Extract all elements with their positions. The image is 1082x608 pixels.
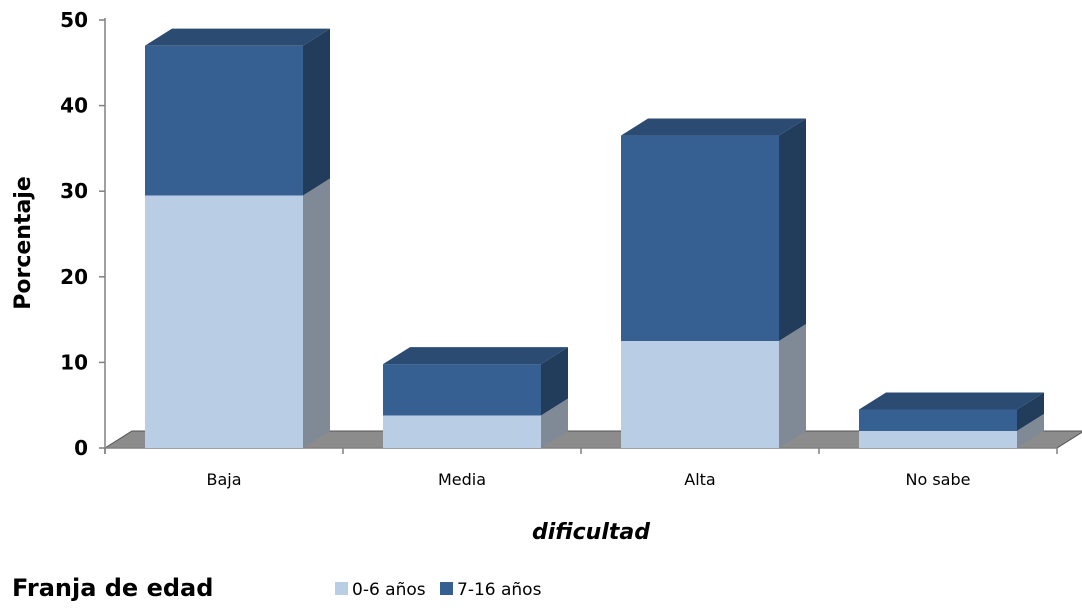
y-axis-title: Porcentaje bbox=[11, 176, 36, 310]
bar-no-sabe-series-1-top bbox=[859, 392, 1044, 410]
bar-alta-series-1-side bbox=[779, 118, 806, 341]
bar-baja-series-1-side bbox=[303, 28, 330, 196]
y-tick-label-50: 50 bbox=[60, 8, 88, 32]
bar-no-sabe-series-0-front bbox=[859, 430, 1017, 448]
bar-alta-series-0-side bbox=[779, 324, 806, 448]
bar-baja-series-1 bbox=[145, 28, 330, 196]
y-tick-label-40: 40 bbox=[60, 94, 88, 118]
bar-baja-series-1-top bbox=[145, 28, 330, 46]
x-axis-title: dificultad bbox=[532, 520, 650, 545]
bar-baja-series-0-front bbox=[145, 195, 303, 448]
bar-media-series-1-side bbox=[541, 347, 568, 416]
bar-media-series-1-top bbox=[383, 347, 568, 365]
x-tick-label-alta: Alta bbox=[684, 470, 715, 489]
bars bbox=[145, 28, 1044, 449]
bar-media-series-0-side bbox=[541, 398, 568, 448]
bar-alta-series-1 bbox=[621, 118, 806, 341]
bar-alta-series-1-top bbox=[621, 118, 806, 136]
legend-title: Franja de edad bbox=[12, 574, 213, 602]
x-tick-label-no-sabe: No sabe bbox=[906, 470, 971, 489]
bar-no-sabe-series-0 bbox=[859, 413, 1044, 448]
bar-baja-series-0 bbox=[145, 178, 330, 449]
bar-media-series-0-front bbox=[383, 415, 541, 448]
y-tick-label-10: 10 bbox=[60, 350, 88, 374]
x-tick-label-media: Media bbox=[438, 470, 486, 489]
bar-baja-series-0-side bbox=[303, 178, 330, 449]
bar-no-sabe-series-1-front bbox=[859, 409, 1017, 431]
axis-labels: 0 10 20 30 40 50 Baja Media Alta No sabe bbox=[60, 8, 970, 489]
bar-media-series-0 bbox=[383, 398, 568, 448]
bar-alta-series-0-front bbox=[621, 341, 779, 448]
y-tick-label-30: 30 bbox=[60, 179, 88, 203]
legend-label-0-6: 0-6 años bbox=[352, 580, 426, 600]
bar-alta-series-0 bbox=[621, 324, 806, 448]
bar-media-series-1 bbox=[383, 347, 568, 416]
bar-no-sabe-series-0-side bbox=[1017, 413, 1044, 448]
bar-no-sabe-series-1 bbox=[859, 392, 1044, 431]
legend-swatch-0-6 bbox=[335, 582, 348, 595]
legend-label-7-16: 7-16 años bbox=[457, 580, 542, 600]
bar-alta-series-1-front bbox=[621, 135, 779, 341]
y-tick-label-0: 0 bbox=[74, 436, 88, 460]
legend-swatch-7-16 bbox=[440, 582, 453, 595]
legend: Franja de edad 0-6 años 7-16 años bbox=[12, 574, 542, 602]
y-tick-label-20: 20 bbox=[60, 265, 88, 289]
x-tick-label-baja: Baja bbox=[206, 470, 241, 489]
bar-no-sabe-series-1-side bbox=[1017, 392, 1044, 431]
bar-media-series-1-front bbox=[383, 364, 541, 416]
bar-baja-series-1-front bbox=[145, 45, 303, 196]
